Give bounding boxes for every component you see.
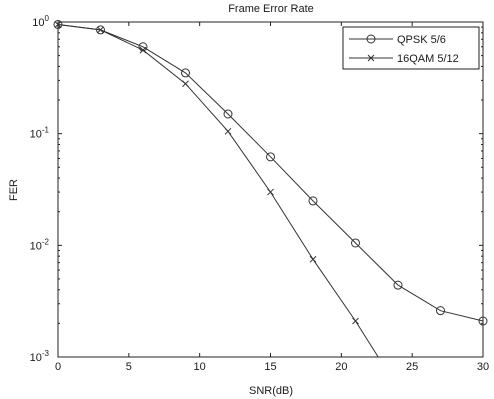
x-tick-label: 15 [264,361,276,373]
data-point [351,238,360,248]
x-tick-label: 25 [406,361,418,373]
y-tick-label: 10-2 [30,237,50,252]
y-tick-label: 100 [32,14,49,29]
legend: QPSK 5/6 16QAM 5/12 [342,26,480,70]
legend-label-qpsk: QPSK 5/6 [397,34,446,46]
data-point [393,280,403,290]
legend-marker-16qam [367,54,375,62]
data-point [223,109,233,119]
data-point [352,317,359,325]
y-tick-label: 10-1 [30,126,50,141]
data-point [54,21,62,28]
data-point [309,255,317,263]
x-axis-label: SNR(dB) [249,385,293,397]
y-tick-label: 10-3 [30,349,50,364]
data-point [139,46,147,54]
x-tick-label: 30 [477,361,489,373]
data-point [53,19,63,29]
series-1 [54,21,379,358]
data-point [224,127,232,135]
data-point [436,306,445,316]
x-tick-label: 20 [335,361,347,373]
data-point [266,152,275,162]
data-point [478,316,488,326]
x-tick-label: 0 [55,361,61,373]
data-point [308,196,318,206]
x-tick-label: 10 [194,361,206,373]
data-point [182,80,189,88]
series-line [57,24,484,322]
chart-title: Frame Error Rate [228,3,314,15]
data-point [97,26,104,34]
legend-label-16qam: 16QAM 5/12 [397,53,459,65]
legend-marker-qpsk [366,34,376,44]
data-point [181,68,190,78]
x-tick-label: 5 [126,361,132,373]
legend-box [342,26,480,70]
y-axis-label: FER [8,179,20,201]
plot-area [57,21,484,358]
data-point [267,188,274,196]
